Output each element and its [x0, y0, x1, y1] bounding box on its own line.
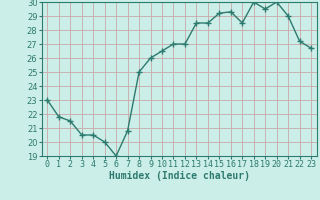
X-axis label: Humidex (Indice chaleur): Humidex (Indice chaleur): [109, 171, 250, 181]
